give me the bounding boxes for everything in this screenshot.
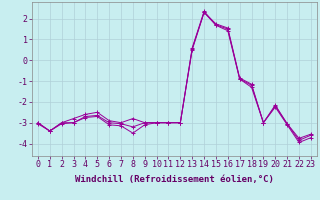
X-axis label: Windchill (Refroidissement éolien,°C): Windchill (Refroidissement éolien,°C) bbox=[75, 175, 274, 184]
